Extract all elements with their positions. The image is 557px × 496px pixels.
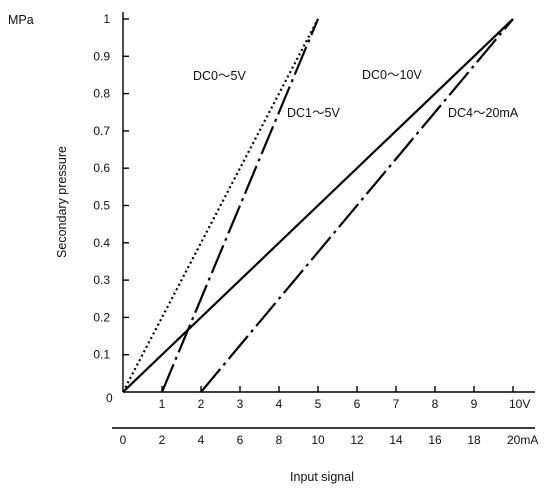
current-tick-label: 14: [389, 433, 403, 447]
series-line-0: [122, 18, 319, 393]
voltage-tick-label: 2: [198, 397, 205, 411]
y-tick-label: 0.3: [93, 273, 110, 287]
y-tick-labels: 0.1 0.2 0.3 0.4 0.5 0.6 0.7 0.8 0.9 1: [93, 12, 110, 362]
voltage-tick-label: 9: [471, 397, 478, 411]
voltage-tick-label: 4: [276, 397, 283, 411]
y-tick-label: 0.2: [93, 310, 110, 324]
current-tick-label: 16: [428, 433, 442, 447]
y-tick-label: 0.7: [93, 124, 110, 138]
x-axis-current: 0 2 4 6 8 10 12 14 16 18 20mA: [112, 427, 539, 447]
series-lines: [122, 18, 514, 393]
current-tick-labels: 0 2 4 6 8 10 12 14 16 18 20mA: [120, 433, 539, 447]
series-label-dc1-5v: DC1～5V: [287, 106, 340, 120]
current-tick-label: 2: [159, 433, 166, 447]
voltage-tick-label: 5: [315, 397, 322, 411]
voltage-tick-marks: [161, 386, 514, 392]
current-tick-label: 12: [350, 433, 364, 447]
y-tick-label: 0.9: [93, 49, 110, 63]
voltage-tick-label: 3: [237, 397, 244, 411]
y-tick-label: 0.4: [93, 236, 110, 250]
series-labels: DC0～5V DC1～5V DC0～10V DC4～20mA: [193, 68, 519, 120]
y-tick-label: 0.8: [93, 87, 110, 101]
voltage-tick-label: 10V: [509, 397, 530, 411]
voltage-tick-label: 1: [159, 397, 166, 411]
current-tick-label: 4: [198, 433, 205, 447]
current-tick-label: 10: [311, 433, 325, 447]
y-tick-label: 0.6: [93, 161, 110, 175]
voltage-tick-label: 8: [432, 397, 439, 411]
current-tick-label: 0: [120, 433, 127, 447]
voltage-tick-label: 7: [393, 397, 400, 411]
y-unit-label: MPa: [8, 13, 34, 27]
y-axis-title: Secondary pressure: [55, 146, 69, 258]
y-tick-label: 0.1: [93, 348, 110, 362]
x-axis-title: Input signal: [290, 470, 354, 484]
current-tick-label: 20mA: [507, 433, 538, 447]
series-label-dc4-20ma: DC4～20mA: [448, 106, 519, 120]
series-line-2: [122, 18, 514, 393]
y-axis: 0.1 0.2 0.3 0.4 0.5 0.6 0.7 0.8 0.9 1 MPa Seconda…: [8, 12, 129, 392]
x-axis-voltage: 0 1 2 3 4 5 6 7 8 9 10V: [106, 386, 535, 411]
series-label-dc0-5v: DC0～5V: [193, 69, 246, 83]
y-tick-label: 0.5: [93, 199, 110, 213]
current-tick-label: 18: [467, 433, 481, 447]
current-tick-label: 6: [237, 433, 244, 447]
origin-zero-label: 0: [106, 391, 113, 405]
series-line-3: [200, 18, 514, 393]
y-tick-marks: [123, 18, 129, 356]
current-tick-label: 8: [276, 433, 283, 447]
series-label-dc0-10v: DC0～10V: [362, 68, 422, 82]
voltage-tick-label: 6: [354, 397, 361, 411]
voltage-tick-labels: 1 2 3 4 5 6 7 8 9 10V: [159, 397, 531, 411]
y-tick-label: 1: [103, 12, 110, 26]
